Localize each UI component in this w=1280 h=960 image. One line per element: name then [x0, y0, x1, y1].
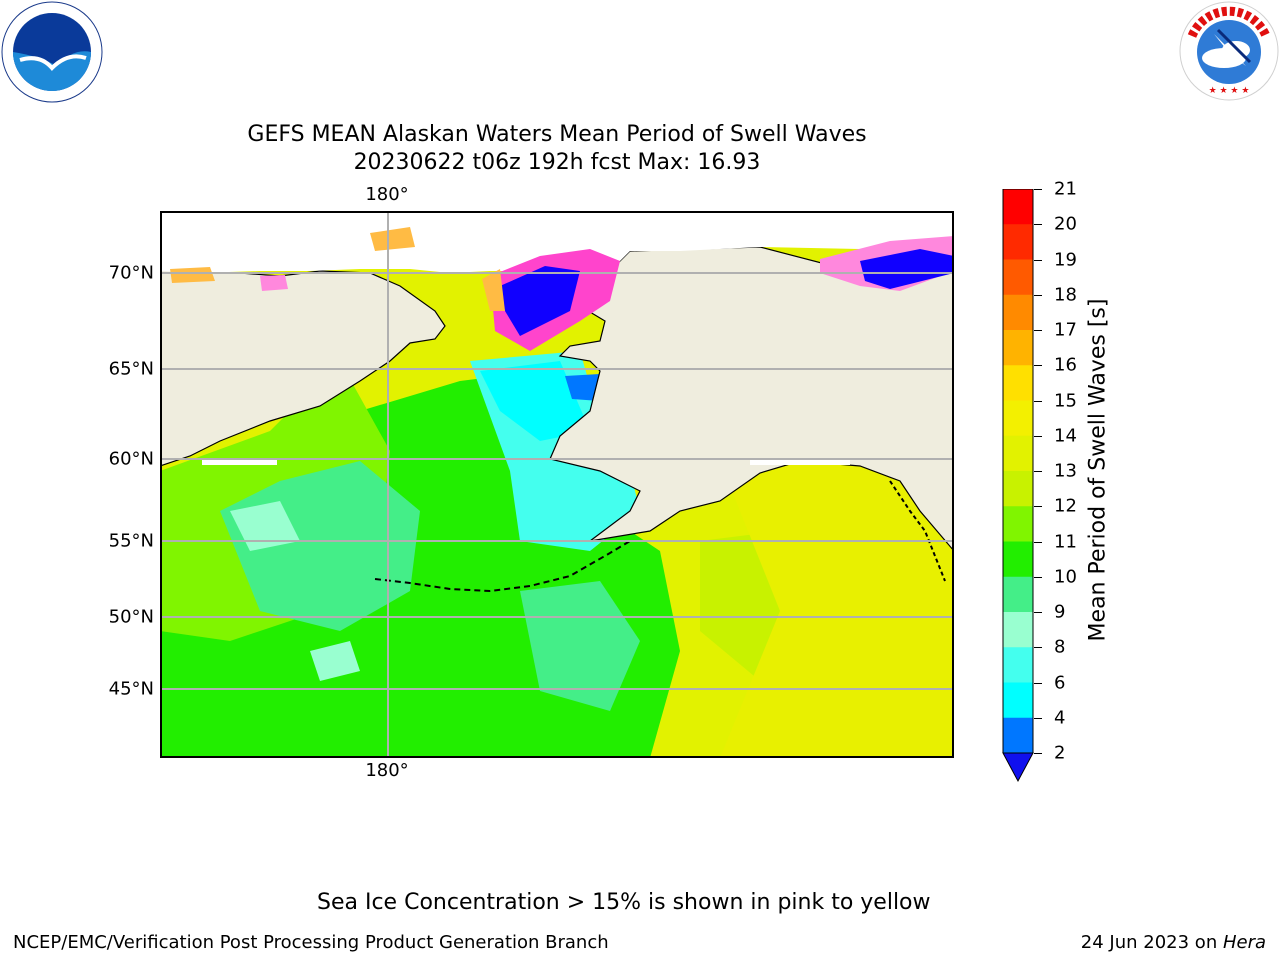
- svg-text:★ ★ ★ ★: ★ ★ ★ ★: [1209, 86, 1250, 96]
- noaa-logo: [0, 0, 104, 104]
- colorbar-segment: [1003, 506, 1033, 542]
- colorbar-segment: [1003, 647, 1033, 683]
- footer-date: 24 Jun 2023 on: [1080, 932, 1223, 953]
- map-frame: [160, 211, 954, 758]
- colorbar-tick-mark: [1034, 435, 1042, 437]
- colorbar-tick-label: 11: [1054, 531, 1077, 552]
- colorbar-segment: [1003, 259, 1033, 296]
- sea-ice-chukchi-core: [500, 266, 580, 336]
- colorbar-tick-mark: [1034, 506, 1042, 508]
- colorbar-label: Mean Period of Swell Waves [s]: [1085, 298, 1111, 642]
- lat-label-50n: 50°N: [108, 606, 154, 628]
- swell-zone-9s: [230, 501, 300, 551]
- colorbar-segment: [1003, 682, 1033, 719]
- colorbar-tick-label: 13: [1054, 460, 1077, 482]
- swell-zone-15s: [720, 461, 954, 758]
- colorbar-segment: [1003, 400, 1033, 437]
- lat-label-45n: 45°N: [108, 678, 154, 700]
- sea-ice-west-2: [260, 275, 288, 291]
- colorbar-tick-mark: [1034, 224, 1042, 226]
- swell-zone-4s: [565, 374, 600, 401]
- colorbar-segment: [1003, 224, 1033, 260]
- colorbar-tick-label: 10: [1054, 566, 1077, 588]
- swell-zone-10s: [520, 581, 640, 711]
- colorbar-tick-mark: [1034, 682, 1042, 684]
- colorbar-extend-arrow: [1002, 752, 1034, 783]
- data-gap-strip: [750, 459, 850, 465]
- colorbar-segment: [1003, 541, 1033, 578]
- aleutian-islands: [374, 540, 631, 593]
- colorbar-tick-label: 19: [1054, 249, 1077, 270]
- colorbar-tick-label: 2: [1054, 742, 1066, 764]
- colorbar-tick-label: 18: [1054, 284, 1077, 306]
- footer-machine: Hera: [1222, 932, 1266, 953]
- lat-label-60n: 60°N: [108, 448, 154, 470]
- sea-ice-west: [170, 267, 215, 283]
- colorbar-segment: [1003, 612, 1033, 648]
- colorbar-tick-mark: [1034, 576, 1042, 578]
- chart-title-line1: GEFS MEAN Alaskan Waters Mean Period of …: [247, 122, 867, 147]
- colorbar-tick-label: 6: [1054, 672, 1066, 693]
- colorbar-tick-label: 21: [1054, 178, 1077, 200]
- sea-ice-edge: [482, 269, 505, 311]
- sea-ice-wrangel: [370, 227, 415, 251]
- swell-zone-7s: [480, 361, 590, 441]
- sea-ice-beaufort-core: [860, 249, 954, 289]
- sea-ice-footnote: Sea Ice Concentration > 15% is shown in …: [317, 890, 931, 915]
- arctic-white: [160, 211, 954, 281]
- colorbar-segment: [1003, 471, 1033, 507]
- colorbar-tick-label: 12: [1054, 495, 1077, 517]
- colorbar-tick-label: 20: [1054, 213, 1077, 235]
- colorbar-tick-mark: [1034, 717, 1042, 719]
- colorbar-tick-mark: [1034, 541, 1042, 543]
- colorbar-tick-mark: [1034, 259, 1042, 261]
- colorbar-tick-mark: [1034, 400, 1042, 402]
- swell-zone-8s: [310, 641, 360, 681]
- lon-label-bottom: 180°: [365, 760, 409, 781]
- colorbar-segment: [1003, 365, 1033, 401]
- colorbar-segment: [1003, 189, 1033, 225]
- colorbar: [1002, 188, 1034, 784]
- colorbar-tick-mark: [1034, 189, 1042, 190]
- colorbar-tick-label: 17: [1054, 319, 1077, 341]
- chart-title-line2: 20230622 t06z 192h fcst Max: 16.93: [353, 150, 761, 175]
- colorbar-segment: [1003, 330, 1033, 366]
- colorbar-segment: [1003, 294, 1033, 331]
- colorbar-tick-mark: [1034, 294, 1042, 296]
- colorbar-tick-mark: [1034, 612, 1042, 613]
- lon-label-top: 180°: [365, 184, 409, 205]
- colorbar-tick-mark: [1034, 753, 1042, 754]
- noaa-logo-icon: [1, 1, 103, 103]
- lat-label-65n: 65°N: [108, 358, 154, 380]
- footer-credit: NCEP/EMC/Verification Post Processing Pr…: [13, 932, 609, 953]
- colorbar-tick-label: 4: [1054, 707, 1066, 729]
- nws-logo: ★ ★ ★ ★: [1178, 0, 1280, 102]
- colorbar-frame: [1002, 188, 1034, 753]
- colorbar-tick-label: 9: [1054, 601, 1066, 623]
- footer-timestamp: 24 Jun 2023 on Hera: [1081, 932, 1266, 953]
- colorbar-tick-label: 15: [1054, 390, 1077, 411]
- colorbar-tick-mark: [1034, 647, 1042, 649]
- se-alaska-islands: [889, 480, 946, 582]
- colorbar-segment: [1003, 576, 1033, 613]
- colorbar-tick-mark: [1034, 330, 1042, 331]
- map-svg: [160, 211, 954, 758]
- colorbar-tick-label: 14: [1054, 425, 1077, 447]
- colorbar-tick-label: 8: [1054, 636, 1066, 658]
- colorbar-tick-label: 16: [1054, 354, 1077, 376]
- colorbar-svg: [1002, 188, 1034, 783]
- lat-label-55n: 55°N: [108, 530, 154, 552]
- lat-label-70n: 70°N: [108, 262, 154, 284]
- map-panel: [160, 211, 954, 758]
- data-gap-strip: [202, 459, 277, 465]
- colorbar-segment: [1003, 717, 1033, 754]
- colorbar-tick-mark: [1034, 365, 1042, 367]
- nws-logo-icon: ★ ★ ★ ★: [1179, 1, 1279, 101]
- colorbar-segment: [1003, 435, 1033, 472]
- colorbar-tick-mark: [1034, 471, 1042, 472]
- graticule: [160, 211, 954, 758]
